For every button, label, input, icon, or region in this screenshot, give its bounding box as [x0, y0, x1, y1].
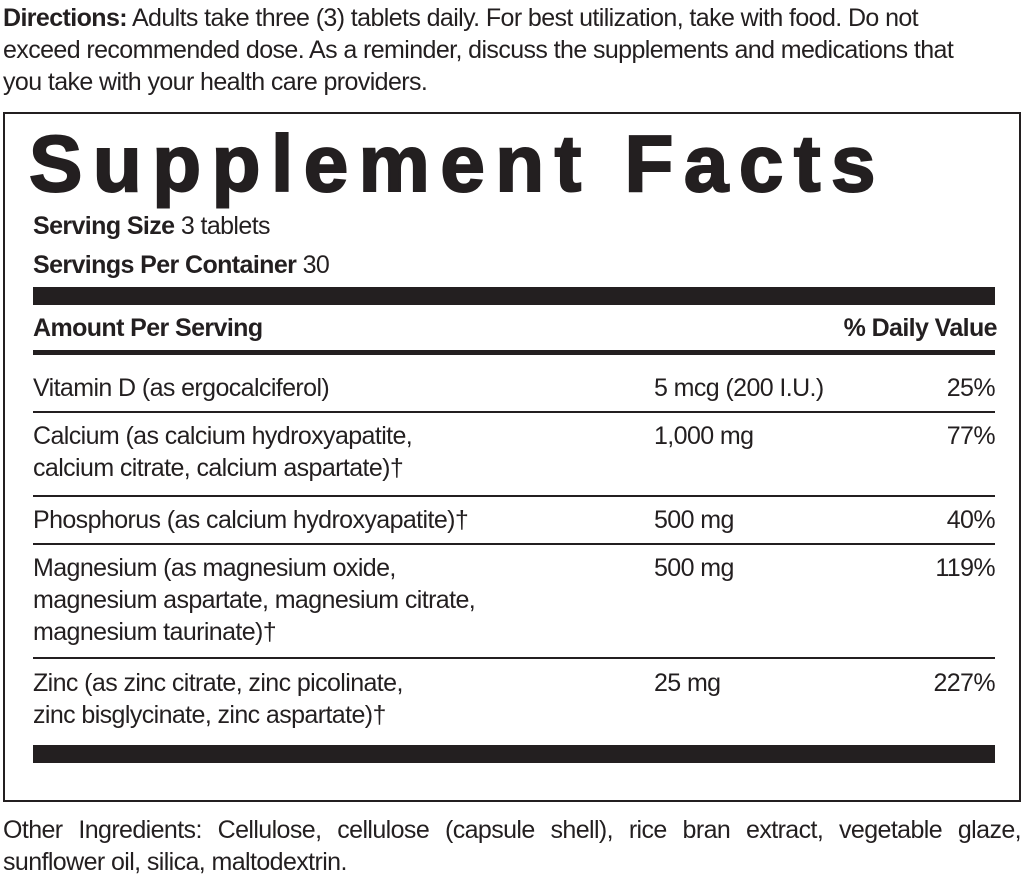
nutrient-daily-value: 119% — [935, 554, 995, 582]
directions-line: Adults take three (3) tablets daily. For… — [126, 4, 919, 32]
nutrient-name: Magnesium (as magnesium oxide, magnesium … — [33, 552, 476, 648]
nutrient-amount: 5 mcg (200 I.U.) — [654, 374, 824, 402]
nutrient-name-line: magnesium taurinate)† — [33, 618, 277, 646]
nutrient-amount: 1,000 mg — [654, 422, 754, 450]
servings-label: Servings Per Container — [33, 251, 297, 279]
nutrient-daily-value: 77% — [946, 422, 996, 450]
serving-size-label: Serving Size — [33, 212, 175, 240]
nutrient-amount: 500 mg — [654, 554, 734, 582]
other-ingredients: Other Ingredients: Cellulose, cellulose … — [3, 814, 1022, 878]
nutrient-name: Zinc (as zinc citrate, zinc picolinate, z… — [33, 667, 403, 731]
nutrient-name-line: calcium citrate, calcium aspartate)† — [33, 454, 404, 482]
daily-value-header: % Daily Value — [843, 314, 998, 342]
nutrient-daily-value: 40% — [946, 506, 996, 534]
nutrient-name-line: Magnesium (as magnesium oxide, — [33, 554, 396, 582]
serving-size: Serving Size 3 tablets — [33, 210, 271, 242]
amount-header: Amount Per Serving — [33, 314, 263, 342]
nutrient-daily-value: 227% — [933, 669, 995, 697]
nutrient-name-line: magnesium aspartate, magnesium citrate, — [33, 586, 476, 614]
nutrient-name: Vitamin D (as ergocalciferol) — [33, 372, 330, 404]
other-ingredients-line: Other Ingredients: Cellulose, cellulose … — [3, 816, 1022, 844]
supplement-facts-panel: Supplement Facts Serving Size 3 tablets … — [3, 112, 1021, 802]
servings-per-container: Servings Per Container 30 — [33, 249, 330, 281]
nutrient-amount: 500 mg — [654, 506, 734, 534]
other-ingredients-line: sunflower oil, silica, maltodextrin. — [3, 848, 347, 876]
panel-title: Supplement Facts — [28, 119, 887, 208]
directions-line: you take with your health care providers… — [3, 68, 428, 96]
medium-divider — [33, 350, 995, 355]
row-divider — [33, 495, 995, 497]
nutrient-daily-value: 25% — [946, 374, 996, 402]
serving-size-value: 3 tablets — [174, 212, 271, 240]
directions-line: exceed recommended dose. As a reminder, … — [3, 36, 954, 64]
directions-label: Directions: — [3, 4, 128, 32]
nutrient-name: Phosphorus (as calcium hydroxyapatite)† — [33, 504, 469, 536]
servings-value: 30 — [296, 251, 330, 279]
thick-divider — [33, 287, 995, 305]
nutrient-name-line: zinc bisglycinate, zinc aspartate)† — [33, 701, 386, 729]
nutrient-name-line: Calcium (as calcium hydroxyapatite, — [33, 422, 413, 450]
row-divider — [33, 657, 995, 659]
thick-divider — [33, 745, 995, 763]
row-divider — [33, 411, 995, 413]
nutrient-amount: 25 mg — [654, 669, 721, 697]
directions: Directions: Adults take three (3) tablet… — [3, 2, 1021, 98]
nutrient-name: Calcium (as calcium hydroxyapatite, calci… — [33, 420, 413, 484]
nutrient-name-line: Zinc (as zinc citrate, zinc picolinate, — [33, 669, 403, 697]
nutrient-name-line: Vitamin D (as ergocalciferol) — [33, 374, 330, 402]
row-divider — [33, 543, 995, 545]
nutrient-name-line: Phosphorus (as calcium hydroxyapatite)† — [33, 506, 469, 534]
